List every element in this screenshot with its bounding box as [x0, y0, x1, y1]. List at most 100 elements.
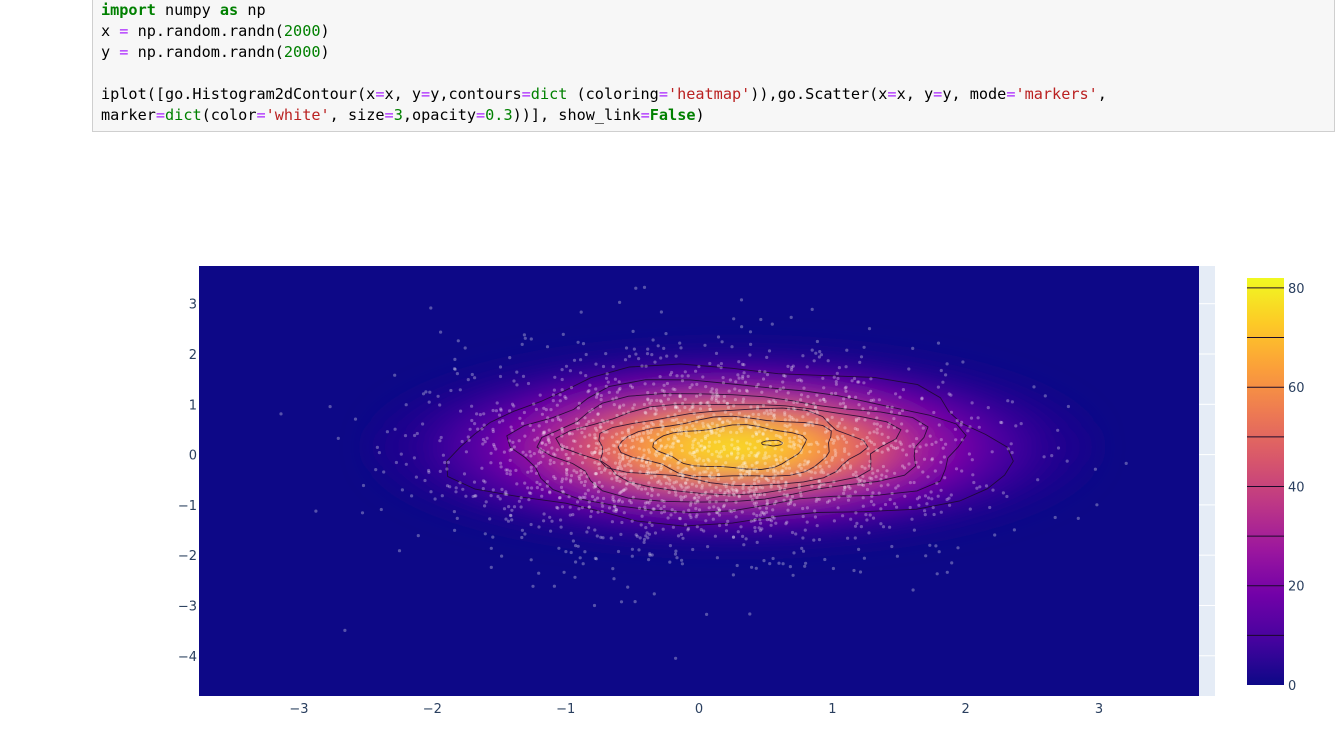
scatter-marker — [792, 551, 796, 555]
scatter-marker — [688, 420, 692, 424]
scatter-marker — [471, 494, 475, 499]
scatter-marker — [619, 467, 624, 471]
scatter-marker — [532, 402, 536, 406]
scatter-marker — [683, 405, 687, 410]
scatter-marker — [427, 468, 431, 473]
scatter-marker — [763, 370, 767, 374]
scatter-marker — [644, 460, 649, 464]
scatter-marker — [751, 412, 755, 416]
scatter-marker — [852, 376, 857, 381]
scatter-marker — [800, 379, 804, 383]
scatter-marker — [618, 404, 622, 408]
scatter-marker — [715, 423, 719, 427]
scatter-marker — [805, 462, 809, 466]
scatter-marker — [930, 458, 934, 462]
scatter-marker — [504, 468, 508, 472]
scatter-marker — [918, 422, 922, 426]
scatter-marker — [657, 452, 661, 456]
scatter-marker — [691, 443, 695, 447]
scatter-marker — [669, 455, 673, 459]
scatter-marker — [637, 357, 641, 361]
scatter-marker — [548, 458, 553, 462]
scatter-marker — [511, 440, 515, 444]
scatter-marker — [454, 490, 458, 494]
scatter-marker — [735, 563, 739, 568]
scatter-marker — [630, 481, 634, 485]
scatter-marker — [823, 557, 827, 562]
scatter-marker — [510, 508, 514, 512]
scatter-marker — [546, 416, 550, 420]
scatter-marker — [560, 434, 564, 438]
scatter-marker — [901, 388, 906, 392]
scatter-marker — [617, 380, 621, 384]
scatter-marker — [740, 325, 744, 329]
scatter-marker — [714, 351, 719, 355]
scatter-marker — [669, 451, 673, 455]
scatter-marker — [529, 522, 533, 527]
scatter-marker — [889, 410, 894, 414]
scatter-marker — [902, 466, 907, 470]
scatter-marker — [328, 405, 332, 409]
scatter-marker — [1001, 491, 1006, 495]
scatter-marker — [481, 437, 485, 442]
scatter-marker — [529, 454, 533, 458]
scatter-marker — [707, 403, 711, 407]
scatter-marker — [666, 453, 670, 457]
scatter-marker — [771, 556, 775, 561]
scatter-marker — [959, 423, 963, 427]
scatter-marker — [689, 490, 693, 495]
scatter-marker — [855, 521, 859, 526]
scatter-marker — [505, 492, 509, 496]
scatter-marker — [615, 478, 619, 482]
scatter-marker — [599, 445, 603, 449]
scatter-marker — [793, 436, 797, 440]
scatter-marker — [795, 400, 799, 404]
scatter-marker — [620, 500, 625, 504]
scatter-marker — [541, 430, 546, 434]
scatter-marker — [674, 493, 678, 497]
scatter-marker — [988, 505, 992, 510]
scatter-marker — [668, 478, 672, 482]
scatter-marker — [579, 444, 583, 448]
scatter-marker — [806, 421, 810, 425]
scatter-marker — [552, 452, 556, 456]
code-token: = — [521, 85, 531, 103]
scatter-marker — [753, 526, 757, 530]
scatter-marker — [701, 421, 705, 425]
scatter-marker — [452, 367, 457, 371]
scatter-marker — [714, 431, 718, 435]
code-cell[interactable]: import numpy as np x = np.random.randn(20… — [92, 0, 1335, 132]
scatter-marker — [880, 450, 884, 454]
scatter-marker — [795, 430, 799, 434]
code-block[interactable]: import numpy as np x = np.random.randn(20… — [101, 0, 1107, 126]
scatter-marker — [686, 374, 690, 378]
scatter-marker — [798, 473, 802, 477]
scatter-marker — [677, 429, 682, 433]
scatter-marker — [853, 490, 858, 494]
scatter-marker — [709, 476, 714, 480]
scatter-marker — [495, 401, 499, 405]
scatter-marker — [702, 445, 707, 449]
scatter-marker — [577, 507, 581, 511]
scatter-marker — [930, 457, 935, 461]
scatter-marker — [415, 431, 419, 436]
scatter-marker — [737, 376, 741, 380]
scatter-marker — [960, 438, 964, 442]
scatter-marker — [534, 464, 538, 468]
scatter-marker — [741, 374, 745, 378]
scatter-marker — [782, 373, 786, 378]
scatter-marker — [565, 467, 569, 472]
scatter-marker — [823, 453, 827, 457]
scatter-marker — [659, 423, 663, 427]
scatter-marker — [649, 476, 654, 480]
scatter-marker — [803, 564, 807, 568]
scatter-marker — [804, 403, 808, 407]
scatter-marker — [658, 447, 662, 451]
scatter-marker — [936, 341, 941, 345]
scatter-marker — [550, 432, 554, 436]
scatter-marker — [639, 439, 643, 443]
scatter-marker — [870, 477, 874, 481]
scatter-marker — [676, 461, 680, 465]
scatter-marker — [491, 535, 495, 539]
